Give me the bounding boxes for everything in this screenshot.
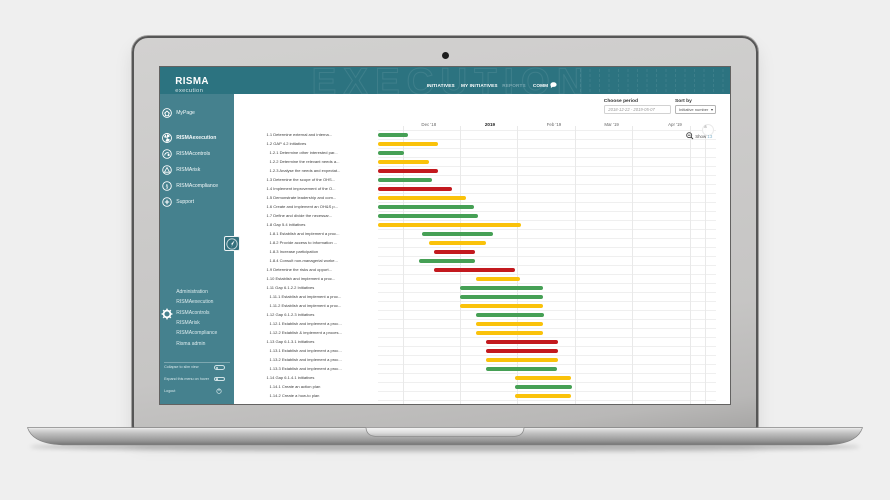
svg-text:§: § bbox=[165, 184, 168, 191]
